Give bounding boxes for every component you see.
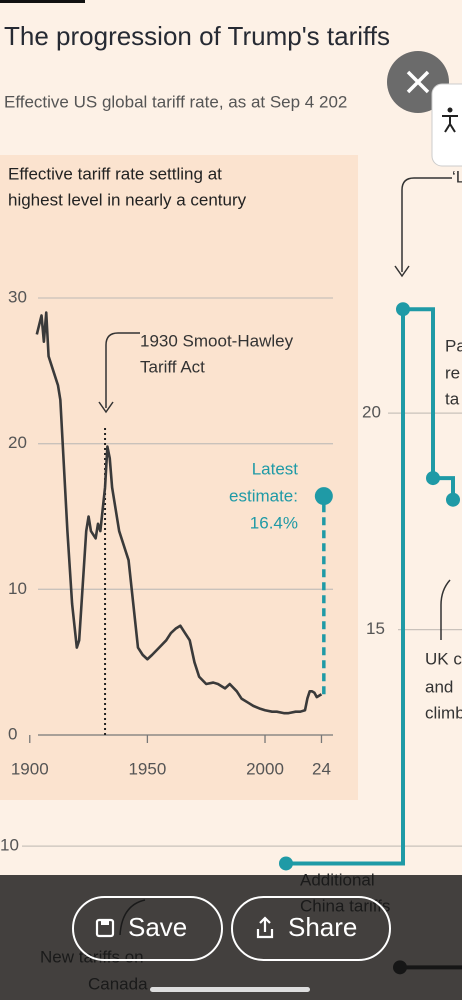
x-tick-label: 1900 [11,759,49,778]
marker [314,487,333,506]
top-bar [0,0,85,3]
share-button[interactable]: Share [231,896,391,961]
title: The progression of Trump's tariffs [4,21,390,51]
home-indicator [150,987,310,992]
close-icon [406,70,430,94]
annotation: ta [445,389,460,408]
accessibility-icon [447,107,453,113]
panel-title: Effective tariff rate settling at [8,164,222,183]
annotation: Pa [445,336,462,355]
y-tick-label: 0 [8,724,17,743]
subtitle: Effective US global tariff rate, as at S… [4,92,347,111]
share-label: Share [288,912,357,942]
arrow [440,579,451,640]
inset-panel [0,155,358,800]
annotation: 1930 Smoot-Hawley [140,331,294,350]
annotation: re [445,363,460,382]
action-overlay [0,875,462,1000]
x-tick-label: 24 [312,759,331,778]
step-line [286,307,455,866]
arrowhead [98,401,114,414]
annotation: estimate: [229,486,298,505]
marker [446,492,460,507]
arrowhead [394,265,410,278]
y-tick-label: 20 [362,403,381,422]
inset-chart: Effective tariff rate settling at highest… [8,164,333,778]
annotation: Tariff Act [140,357,205,376]
y-tick-label: 10 [8,579,27,598]
y-tick-label: 15 [366,619,385,638]
arrow [401,177,452,272]
annotation: UK c [425,649,462,668]
share-icon [256,916,274,939]
x-tick-label: 2000 [246,759,284,778]
x-tick-label: 1950 [128,759,166,778]
marker [426,471,440,486]
marker [279,856,293,871]
annotation: Latest [252,459,299,478]
y-tick-label: 30 [8,287,27,306]
accessibility-icon [442,115,458,133]
share-button-outline [231,896,391,961]
annotation: ‘L [452,167,462,186]
panel-title: highest level in nearly a century [8,190,247,209]
save-button[interactable]: Save [72,896,223,961]
save-icon [101,920,109,925]
arrow [105,332,140,408]
y-tick-label: 10 [0,836,19,855]
marker [396,302,410,317]
save-label: Save [128,912,187,942]
series-line [35,311,323,715]
annotation: 16.4% [250,513,298,532]
accessibility-tab-bg [431,83,462,167]
accessibility-tab[interactable] [431,83,462,167]
save-button-outline [72,896,223,961]
annotation: and [425,677,453,696]
y-tick-label: 20 [8,433,27,452]
annotation: climb [425,703,462,722]
